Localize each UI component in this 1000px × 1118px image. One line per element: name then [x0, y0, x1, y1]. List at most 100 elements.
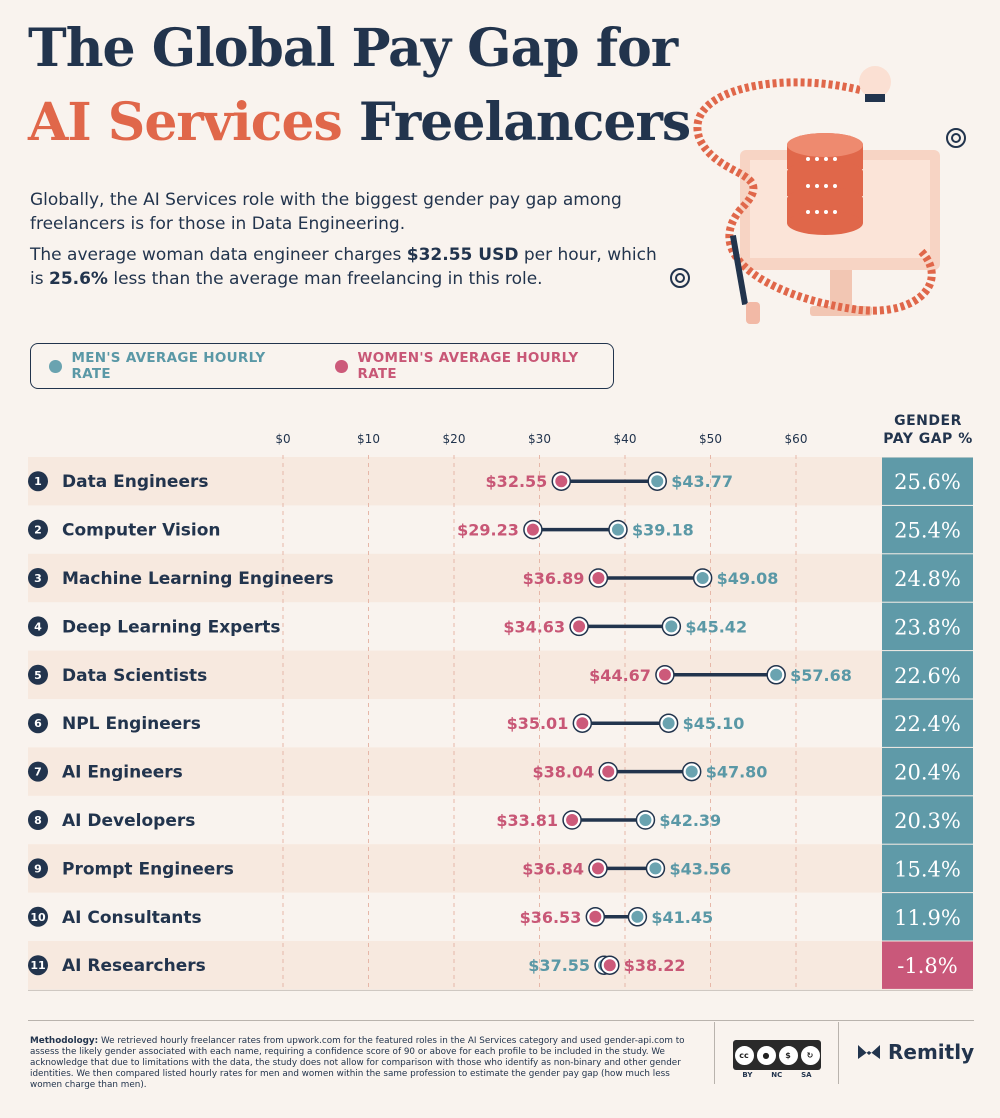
- x-tick-label: $10: [357, 432, 380, 446]
- nc-icon: $: [778, 1045, 798, 1065]
- x-tick-label: $30: [528, 432, 551, 446]
- page-title-line2: AI Services Freelancers: [28, 92, 691, 153]
- gap-cell: [882, 844, 973, 893]
- rank-number: 8: [34, 814, 42, 827]
- women-dot: [589, 910, 602, 923]
- women-dot: [566, 814, 579, 826]
- gap-cell: [882, 893, 973, 941]
- men-dot: [649, 862, 662, 875]
- page-title-line1: The Global Pay Gap for: [28, 18, 678, 79]
- rank-badge: [28, 810, 48, 830]
- footer-divider: [28, 1020, 974, 1021]
- gap-header-line2: PAY GAP %: [883, 431, 973, 447]
- row-band: [28, 747, 973, 796]
- row-label: NPL Engineers: [62, 714, 201, 734]
- men-value-label: $37.55: [528, 956, 590, 975]
- title-rest: Freelancers: [358, 92, 691, 153]
- rank-badge: [28, 471, 48, 492]
- men-value-label: $49.08: [717, 569, 779, 588]
- intro-paragraph-2: The average woman data engineer charges …: [30, 243, 670, 291]
- sa-icon: ↻: [800, 1045, 820, 1065]
- women-value-label: $33.81: [496, 811, 558, 830]
- women-dot: [591, 862, 604, 875]
- row-band: [28, 650, 973, 699]
- intro2-post: less than the average man freelancing in…: [107, 269, 543, 289]
- men-dot: [639, 814, 652, 826]
- rank-badge: [28, 568, 48, 588]
- methodology-label: Methodology:: [30, 1036, 99, 1046]
- x-tick-label: $40: [614, 432, 637, 446]
- legend-dot-women: [335, 359, 348, 373]
- women-dot: [555, 475, 568, 488]
- chart-legend: MEN'S AVERAGE HOURLY RATE WOMEN'S AVERAG…: [30, 343, 614, 389]
- men-dot: [685, 765, 698, 778]
- methodology-text: We retrieved hourly freelancer rates fro…: [30, 1036, 685, 1090]
- title-accent: AI Services: [28, 92, 343, 153]
- row-label: Deep Learning Experts: [62, 617, 281, 637]
- women-dot: [526, 523, 539, 536]
- rank-number: 5: [34, 669, 42, 682]
- intro2-mid: per hour, which is: [30, 245, 657, 289]
- men-value-label: $57.68: [790, 666, 852, 685]
- women-value-label: $38.22: [624, 956, 686, 975]
- men-value-label: $42.39: [659, 811, 721, 830]
- intro2-gap: 25.6%: [48, 269, 108, 289]
- gap-value: -1.8%: [897, 954, 957, 978]
- legend-item-women: WOMEN'S AVERAGE HOURLY RATE: [335, 350, 613, 382]
- women-value-label: $38.04: [532, 763, 594, 782]
- footer-separator: [714, 1022, 715, 1084]
- license-sa: SA: [801, 1071, 812, 1079]
- x-tick-label: $60: [785, 432, 808, 446]
- women-value-label: $34.63: [503, 617, 565, 636]
- gap-cell: [882, 602, 973, 651]
- row-band: [28, 844, 973, 893]
- gap-value: 25.4%: [894, 519, 961, 543]
- rank-number: 10: [30, 911, 46, 924]
- brand-logo: Remitly: [856, 1040, 974, 1064]
- methodology-note: Methodology: We retrieved hourly freelan…: [30, 1036, 700, 1091]
- footer-separator: [838, 1022, 839, 1084]
- men-dot: [651, 475, 664, 488]
- lightbulb-icon: [859, 66, 891, 102]
- men-value-label: $45.42: [685, 617, 747, 636]
- row-label: AI Researchers: [62, 956, 206, 976]
- brand-name: Remitly: [888, 1040, 975, 1064]
- gap-value: 23.8%: [894, 615, 961, 639]
- men-dot: [631, 910, 644, 923]
- row-label: Prompt Engineers: [62, 859, 234, 879]
- intro-paragraph-1: Globally, the AI Services role with the …: [30, 190, 622, 234]
- gap-cell: [882, 554, 973, 602]
- women-dot: [658, 668, 671, 681]
- gap-column-header: GENDER PAY GAP %: [880, 412, 976, 448]
- gap-cell: [882, 747, 973, 796]
- women-value-label: $36.84: [522, 859, 584, 878]
- gap-value: 15.4%: [894, 857, 961, 881]
- rank-number: 7: [34, 766, 42, 779]
- rank-badge: [28, 616, 48, 637]
- gear-icon: [670, 128, 966, 288]
- women-dot: [573, 620, 586, 633]
- intro2-pre: The average woman data engineer charges: [30, 245, 407, 265]
- row-label: Computer Vision: [62, 521, 221, 541]
- rank-badge: [28, 664, 48, 685]
- women-value-label: $44.67: [589, 666, 651, 685]
- rank-number: 1: [34, 475, 42, 488]
- rank-number: 6: [34, 717, 42, 730]
- gap-cell: [882, 505, 973, 554]
- men-dot: [611, 523, 624, 536]
- plug-icon: [729, 235, 760, 324]
- gap-cell: [882, 941, 973, 989]
- gap-cell: [882, 457, 973, 505]
- database-illustration: [670, 66, 966, 324]
- cable-icon: [693, 78, 936, 315]
- row-label: AI Engineers: [62, 763, 183, 783]
- women-dot: [603, 959, 616, 972]
- x-tick-label: $50: [699, 432, 722, 446]
- men-value-label: $45.10: [683, 714, 745, 733]
- gap-value: 20.3%: [894, 809, 961, 833]
- women-value-label: $36.89: [523, 569, 585, 588]
- row-label: AI Developers: [62, 811, 195, 831]
- gap-value: 22.6%: [894, 664, 961, 688]
- x-tick-label: $20: [443, 432, 466, 446]
- rank-badge: [28, 761, 48, 782]
